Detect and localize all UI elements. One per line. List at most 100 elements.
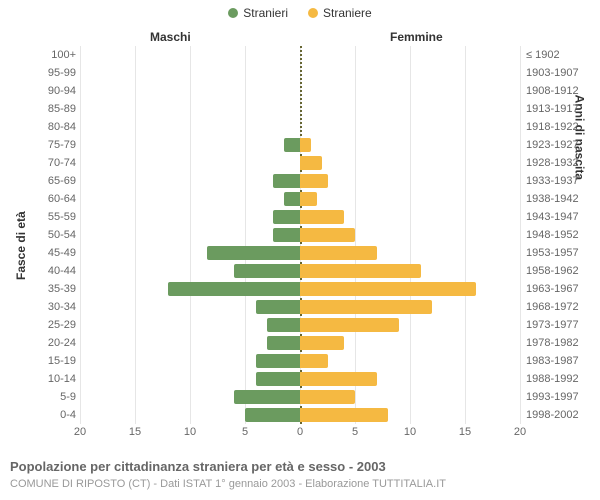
age-label: 65-69 <box>32 172 76 190</box>
y-axis-title-left: Fasce di età <box>14 211 28 280</box>
bar-female <box>300 210 344 224</box>
age-label: 55-59 <box>32 208 76 226</box>
bar-male <box>256 300 300 314</box>
bar-female <box>300 228 355 242</box>
bar-male <box>207 246 301 260</box>
birth-year-label: 1983-1987 <box>526 352 579 370</box>
pyramid-row <box>80 154 520 172</box>
age-label: 35-39 <box>32 280 76 298</box>
age-label: 10-14 <box>32 370 76 388</box>
pyramid-row <box>80 136 520 154</box>
bar-male <box>284 138 301 152</box>
bar-female <box>300 156 322 170</box>
birth-year-label: 1938-1942 <box>526 190 579 208</box>
x-tick: 15 <box>129 426 141 438</box>
birth-year-label: 1908-1912 <box>526 82 579 100</box>
grid-line <box>520 46 521 424</box>
bar-male <box>284 192 301 206</box>
age-label: 20-24 <box>32 334 76 352</box>
bar-female <box>300 300 432 314</box>
x-tick: 10 <box>404 426 416 438</box>
x-tick: 20 <box>74 426 86 438</box>
pyramid-row <box>80 280 520 298</box>
pyramid-row <box>80 64 520 82</box>
birth-year-label: 1928-1932 <box>526 154 579 172</box>
legend-item-male: Stranieri <box>228 6 288 20</box>
age-label: 85-89 <box>32 100 76 118</box>
bar-female <box>300 264 421 278</box>
birth-year-label: 1993-1997 <box>526 388 579 406</box>
bar-male <box>267 318 300 332</box>
age-label: 40-44 <box>32 262 76 280</box>
pyramid-row <box>80 190 520 208</box>
legend-item-female: Straniere <box>308 6 372 20</box>
birth-year-label: 1998-2002 <box>526 406 579 424</box>
bar-male <box>234 264 300 278</box>
pyramid-row <box>80 118 520 136</box>
pyramid-row <box>80 316 520 334</box>
pyramid-row <box>80 406 520 424</box>
age-label: 45-49 <box>32 244 76 262</box>
birth-year-label: 1943-1947 <box>526 208 579 226</box>
legend-dot-male <box>228 8 238 18</box>
pyramid-row <box>80 244 520 262</box>
bar-male <box>267 336 300 350</box>
bar-female <box>300 246 377 260</box>
age-label: 70-74 <box>32 154 76 172</box>
birth-year-label: 1953-1957 <box>526 244 579 262</box>
birth-year-label: 1973-1977 <box>526 316 579 334</box>
bar-female <box>300 318 399 332</box>
bar-female <box>300 174 328 188</box>
birth-year-label: ≤ 1902 <box>526 46 560 64</box>
age-label: 25-29 <box>32 316 76 334</box>
age-label: 95-99 <box>32 64 76 82</box>
age-label: 50-54 <box>32 226 76 244</box>
pyramid-row <box>80 172 520 190</box>
age-label: 60-64 <box>32 190 76 208</box>
plot-area <box>80 46 520 424</box>
chart-subtitle: COMUNE DI RIPOSTO (CT) - Dati ISTAT 1° g… <box>10 478 446 490</box>
pyramid-row <box>80 46 520 64</box>
x-tick: 10 <box>184 426 196 438</box>
age-label: 0-4 <box>32 406 76 424</box>
birth-year-label: 1933-1937 <box>526 172 579 190</box>
pyramid-row <box>80 100 520 118</box>
bar-female <box>300 192 317 206</box>
birth-year-label: 1923-1927 <box>526 136 579 154</box>
pyramid-row <box>80 298 520 316</box>
birth-year-label: 1948-1952 <box>526 226 579 244</box>
birth-year-label: 1963-1967 <box>526 280 579 298</box>
bar-female <box>300 408 388 422</box>
age-label: 100+ <box>32 46 76 64</box>
birth-year-label: 1988-1992 <box>526 370 579 388</box>
age-label: 75-79 <box>32 136 76 154</box>
bar-female <box>300 336 344 350</box>
x-tick: 20 <box>514 426 526 438</box>
bar-female <box>300 282 476 296</box>
bar-male <box>256 354 300 368</box>
pyramid-row <box>80 334 520 352</box>
pyramid-row <box>80 82 520 100</box>
bar-male <box>273 210 301 224</box>
bar-female <box>300 138 311 152</box>
pyramid-row <box>80 352 520 370</box>
age-label: 80-84 <box>32 118 76 136</box>
bar-female <box>300 354 328 368</box>
age-label: 90-94 <box>32 82 76 100</box>
pyramid-row <box>80 370 520 388</box>
age-label: 5-9 <box>32 388 76 406</box>
legend-label-male: Stranieri <box>243 6 288 20</box>
age-label: 30-34 <box>32 298 76 316</box>
pyramid-row <box>80 226 520 244</box>
x-tick: 5 <box>352 426 358 438</box>
pyramid-row <box>80 262 520 280</box>
bar-female <box>300 390 355 404</box>
pyramid-row <box>80 388 520 406</box>
birth-year-label: 1968-1972 <box>526 298 579 316</box>
birth-year-label: 1978-1982 <box>526 334 579 352</box>
birth-year-label: 1903-1907 <box>526 64 579 82</box>
birth-year-label: 1913-1917 <box>526 100 579 118</box>
legend: Stranieri Straniere <box>0 0 600 20</box>
birth-year-label: 1958-1962 <box>526 262 579 280</box>
bar-male <box>168 282 300 296</box>
